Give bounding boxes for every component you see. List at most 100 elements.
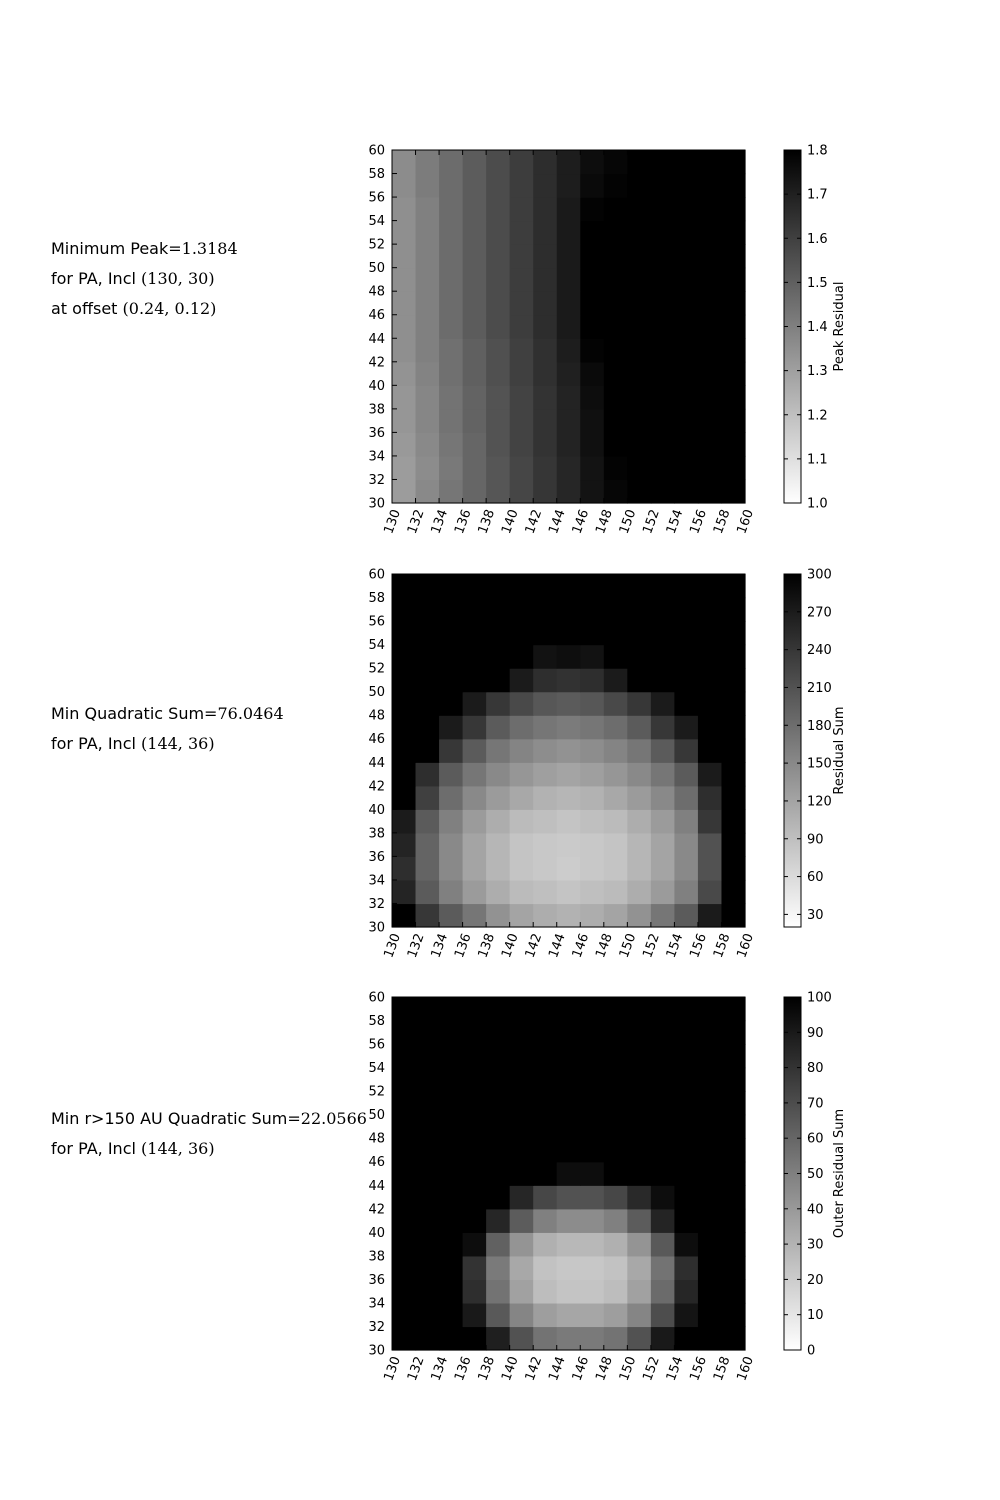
- heatmap-cell: [627, 1185, 652, 1210]
- heatmap-cell: [603, 785, 628, 810]
- heatmap-cell: [533, 1185, 558, 1210]
- heatmap-cell: [533, 385, 558, 410]
- heatmap-cell: [721, 1091, 746, 1116]
- annotation-line: at offset (0.24, 0.12): [51, 299, 217, 318]
- heatmap-cell: [627, 879, 652, 905]
- heatmap-cell: [580, 1067, 605, 1092]
- heatmap-cell: [462, 832, 487, 857]
- heatmap-cell: [439, 809, 464, 834]
- heatmap-cell: [650, 762, 675, 787]
- heatmap-cell: [721, 361, 746, 386]
- heatmap-cell: [439, 691, 464, 716]
- y-tick-label: 34: [368, 449, 385, 464]
- colorbar: [783, 573, 802, 928]
- heatmap-cell: [415, 1232, 440, 1257]
- heatmap-cell: [603, 1138, 628, 1163]
- heatmap-cell: [556, 1114, 581, 1139]
- x-tick-label: 138: [476, 508, 499, 536]
- heatmap-cell: [462, 267, 487, 292]
- heatmap-cell: [439, 644, 464, 669]
- heatmap-cell: [415, 267, 440, 292]
- heatmap-cell: [439, 621, 464, 646]
- heatmap-cell: [392, 809, 417, 834]
- heatmap-cell: [415, 479, 440, 504]
- heatmap-cell: [674, 621, 699, 646]
- heatmap-cell: [439, 291, 464, 316]
- heatmap-cell: [674, 715, 699, 740]
- heatmap-cell: [533, 408, 558, 433]
- heatmap-cell: [603, 1114, 628, 1139]
- heatmap-cell: [415, 385, 440, 410]
- heatmap-cell: [415, 1044, 440, 1069]
- heatmap-cell: [650, 408, 675, 433]
- heatmap-cell: [650, 668, 675, 693]
- x-tick-label: 138: [476, 932, 499, 960]
- heatmap-cell: [556, 150, 581, 175]
- heatmap-cell: [486, 644, 511, 669]
- heatmap-cell: [650, 1185, 675, 1210]
- heatmap-cell: [674, 856, 699, 881]
- heatmap-cell: [603, 762, 628, 787]
- heatmap-cell: [697, 244, 723, 269]
- heatmap-cell: [650, 267, 675, 292]
- heatmap-cell: [556, 1185, 581, 1210]
- heatmap-cell: [415, 314, 440, 339]
- heatmap-cell: [462, 1208, 487, 1233]
- y-tick-label: 32: [368, 1320, 385, 1335]
- heatmap-cell: [580, 1161, 605, 1186]
- x-tick-label: 138: [476, 1355, 499, 1383]
- heatmap-cell: [697, 903, 723, 928]
- heatmap-cell: [674, 1067, 699, 1092]
- colorbar-tick-label: 180: [807, 719, 832, 734]
- heatmap-cell: [627, 1067, 652, 1092]
- heatmap-cell: [674, 1091, 699, 1116]
- heatmap-cell: [556, 1232, 581, 1257]
- heatmap-cell: [627, 762, 652, 787]
- heatmap-cell: [627, 197, 652, 222]
- heatmap-cell: [533, 832, 558, 857]
- heatmap-cell: [462, 220, 487, 245]
- heatmap-cell: [533, 856, 558, 881]
- heatmap-cell: [486, 997, 511, 1022]
- heatmap-cell: [439, 879, 464, 905]
- y-tick-label: 50: [368, 685, 385, 700]
- heatmap-cell: [533, 785, 558, 810]
- heatmap-cell: [721, 408, 746, 433]
- colorbar-tick-label: 0: [807, 1344, 815, 1359]
- heatmap-cell: [486, 715, 511, 740]
- heatmap-cell: [486, 785, 511, 810]
- heatmap-cell: [556, 479, 581, 504]
- heatmap-cell: [509, 1279, 534, 1304]
- heatmap-cell: [486, 479, 511, 504]
- heatmap-cell: [650, 1114, 675, 1139]
- heatmap-cell: [392, 1091, 417, 1116]
- heatmap-cell: [580, 314, 605, 339]
- heatmap-cell: [603, 338, 628, 363]
- heatmap-cell: [556, 244, 581, 269]
- heatmap-cell: [721, 738, 746, 763]
- heatmap-cell: [627, 785, 652, 810]
- heatmap-cell: [603, 668, 628, 693]
- heatmap-cell: [533, 1255, 558, 1280]
- y-tick-label: 40: [368, 803, 385, 818]
- heatmap-cell: [415, 455, 440, 481]
- heatmap-cell: [556, 785, 581, 810]
- heatmap-cell: [580, 220, 605, 245]
- x-tick-label: 140: [499, 932, 522, 960]
- heatmap-cell: [674, 668, 699, 693]
- x-tick-label: 158: [711, 508, 734, 536]
- heatmap-cell: [509, 1208, 534, 1233]
- heatmap-cell: [439, 574, 464, 599]
- heatmap-cell: [580, 809, 605, 834]
- heatmap-cell: [721, 762, 746, 787]
- heatmap-cell: [721, 432, 746, 457]
- heatmap-cell: [533, 291, 558, 316]
- heatmap-cell: [603, 150, 628, 175]
- heatmap-cell: [462, 1255, 487, 1280]
- heatmap-cell: [392, 479, 417, 504]
- x-tick-label: 146: [570, 1355, 593, 1383]
- x-tick-label: 156: [687, 932, 710, 960]
- heatmap-cell: [580, 361, 605, 386]
- heatmap-cell: [486, 1020, 511, 1045]
- heatmap-cell: [627, 715, 652, 740]
